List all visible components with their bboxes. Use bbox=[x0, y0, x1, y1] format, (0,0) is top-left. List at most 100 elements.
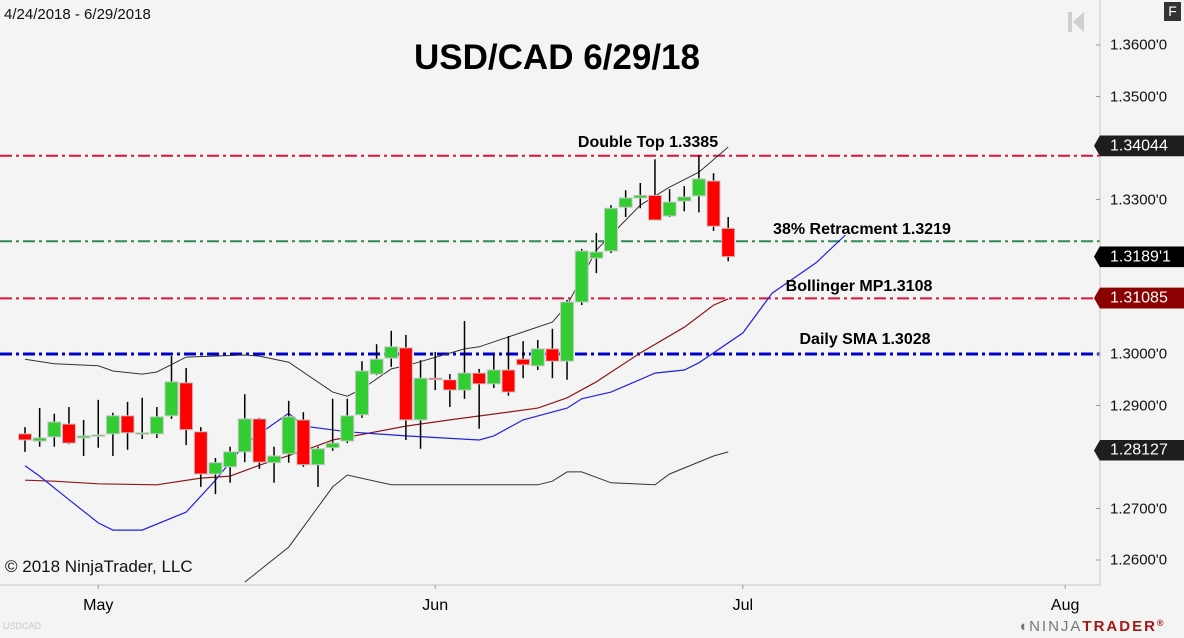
candle-body bbox=[179, 382, 194, 431]
f-button[interactable]: F bbox=[1164, 2, 1181, 21]
candle-body bbox=[472, 372, 487, 385]
candle bbox=[604, 205, 618, 254]
price-marker-shape bbox=[1094, 439, 1184, 461]
candle-body bbox=[545, 348, 560, 362]
price-marker-label: 1.31085 bbox=[1110, 289, 1168, 307]
x-tick-label: Jul bbox=[732, 597, 754, 614]
price-marker: 1.28127 bbox=[1094, 439, 1184, 461]
candle bbox=[91, 399, 106, 448]
plot-area bbox=[0, 146, 1100, 583]
candle bbox=[589, 232, 604, 274]
candle-body bbox=[574, 250, 589, 303]
candle-body bbox=[369, 358, 384, 375]
candle bbox=[76, 419, 91, 456]
candle bbox=[647, 159, 662, 221]
candle bbox=[530, 340, 545, 370]
date-range: 4/24/2018 - 6/29/2018 bbox=[4, 6, 151, 23]
candle-body bbox=[530, 348, 545, 367]
candle bbox=[61, 407, 76, 445]
candle bbox=[149, 407, 164, 438]
candle bbox=[428, 351, 443, 391]
candle bbox=[472, 368, 487, 429]
x-tick-label: Aug bbox=[1050, 597, 1080, 614]
candle-body bbox=[120, 415, 135, 434]
candle-body bbox=[384, 346, 399, 359]
candle-body bbox=[135, 432, 150, 435]
chart-title: USD/CAD 6/29/18 bbox=[414, 38, 700, 77]
candle-body bbox=[18, 433, 32, 441]
y-tick-label: 1.3500'0 bbox=[1110, 88, 1168, 105]
candle-body bbox=[47, 421, 62, 438]
ninjatrader-logo: ◖NINJATRADER® bbox=[1018, 618, 1166, 635]
candle bbox=[633, 183, 648, 209]
candle-body bbox=[105, 415, 120, 435]
candle-body bbox=[32, 437, 47, 442]
candle-body bbox=[61, 423, 76, 444]
candle-body bbox=[604, 207, 618, 252]
candle-body bbox=[311, 448, 325, 466]
candle bbox=[545, 328, 560, 379]
candle bbox=[223, 446, 238, 483]
candle bbox=[354, 361, 369, 418]
double-top-label: Double Top 1.3385 bbox=[577, 134, 719, 151]
candle-body bbox=[706, 180, 721, 227]
candle bbox=[296, 412, 311, 467]
candle bbox=[398, 334, 413, 441]
candle-body bbox=[413, 377, 428, 421]
candle-body bbox=[677, 196, 692, 202]
candle bbox=[369, 344, 384, 376]
middle-band-line bbox=[24, 298, 729, 486]
candle bbox=[560, 299, 575, 380]
instrument-symbol: USDCAD bbox=[3, 621, 42, 631]
sma-line bbox=[24, 234, 846, 531]
candle bbox=[501, 335, 516, 396]
candle-body bbox=[76, 435, 91, 439]
candle-body bbox=[149, 416, 164, 435]
candle-body bbox=[560, 301, 575, 362]
price-marker-shape bbox=[1094, 135, 1184, 157]
copyright: © 2018 NinjaTrader, LLC bbox=[5, 557, 193, 576]
candle bbox=[618, 190, 633, 218]
candle bbox=[677, 186, 692, 212]
candle bbox=[105, 412, 120, 456]
candle bbox=[208, 458, 223, 495]
candle-body bbox=[501, 369, 516, 393]
candle bbox=[267, 446, 282, 483]
candle-body bbox=[281, 416, 296, 455]
candle bbox=[47, 413, 62, 447]
y-tick-label: 1.3600'0 bbox=[1110, 36, 1168, 54]
logo-icon: ◖ bbox=[1018, 618, 1030, 635]
candle-body bbox=[618, 197, 633, 208]
candle-body bbox=[223, 451, 238, 468]
candle bbox=[325, 398, 340, 451]
daily-sma-label: Daily SMA 1.3028 bbox=[799, 331, 931, 348]
candle-body bbox=[589, 251, 604, 259]
candle bbox=[120, 401, 135, 450]
candle bbox=[311, 446, 325, 487]
candle-body bbox=[252, 418, 267, 463]
price-marker: 1.34044 bbox=[1094, 135, 1184, 157]
candle bbox=[574, 248, 589, 306]
candle-body bbox=[237, 418, 252, 453]
candle-body bbox=[91, 434, 106, 437]
candle-body bbox=[662, 201, 677, 217]
candle bbox=[413, 360, 428, 449]
candle bbox=[486, 355, 501, 388]
candle-body bbox=[354, 370, 369, 416]
candle-body bbox=[647, 194, 662, 221]
candle-body bbox=[428, 377, 443, 381]
candle-body bbox=[398, 347, 413, 421]
candle-body bbox=[193, 431, 208, 475]
logo-text-ninja: NINJA bbox=[1029, 618, 1083, 635]
x-tick-label: May bbox=[83, 597, 114, 614]
price-marker-label: 1.3189'1 bbox=[1110, 248, 1171, 266]
candle-body bbox=[325, 442, 340, 449]
candle-body bbox=[267, 455, 282, 464]
candle-body bbox=[633, 194, 648, 199]
candle bbox=[516, 341, 531, 379]
candle bbox=[281, 400, 296, 463]
candle bbox=[252, 417, 267, 469]
scroll-to-start-icon[interactable] bbox=[1068, 10, 1086, 34]
logo-registered-mark: ® bbox=[1156, 618, 1166, 628]
